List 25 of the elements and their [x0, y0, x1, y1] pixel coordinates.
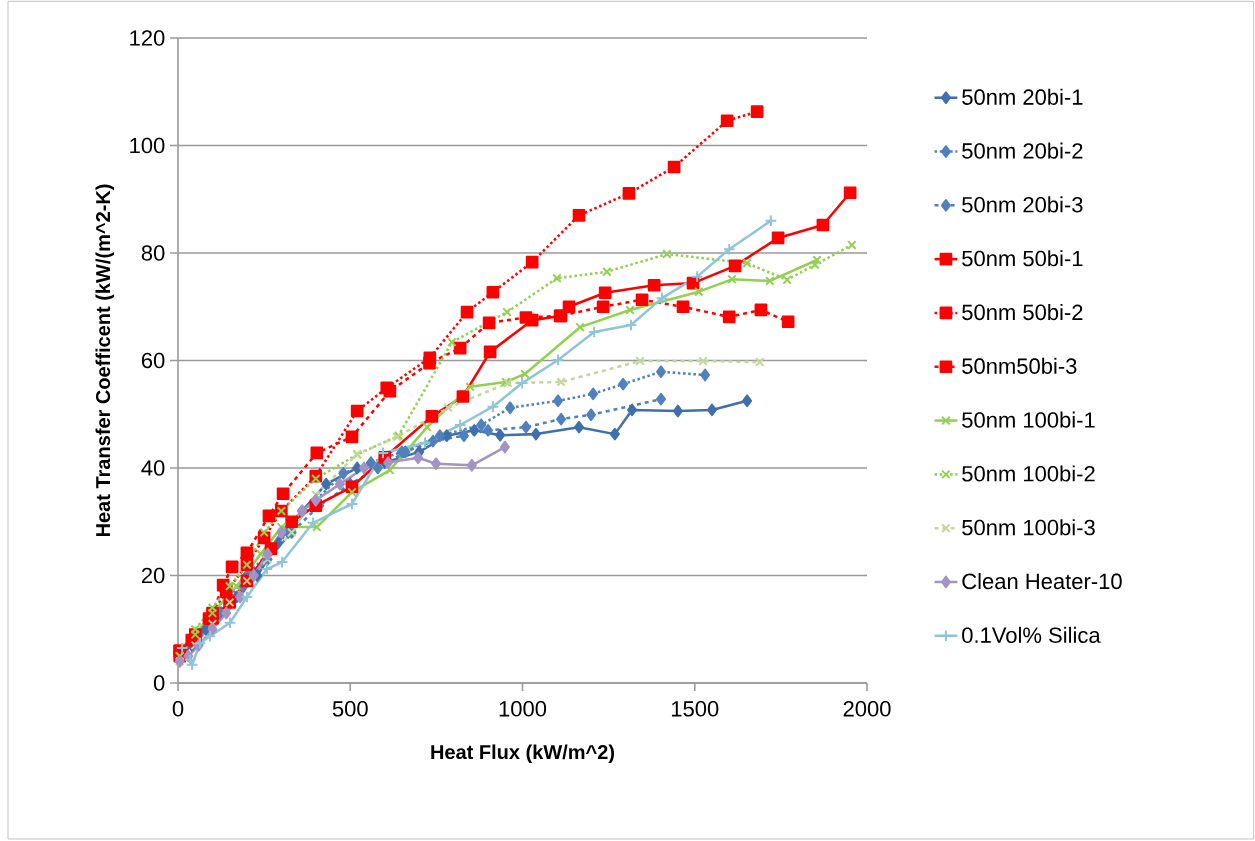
legend-label: 50nm50bi-3 — [962, 357, 1077, 374]
legend-label: 50nm 20bi-2 — [962, 142, 1083, 159]
y-tick-label: 120 — [130, 30, 165, 46]
x-axis-title: Heat Flux (kW/m^2) — [431, 744, 615, 764]
y-tick-label: 60 — [141, 352, 165, 369]
y-tick-label: 0 — [153, 675, 165, 691]
legend-label: 50nm 50bi-1 — [962, 250, 1083, 267]
x-tick-label: 1000 — [499, 701, 547, 717]
legend-label: Clean Heater-10 — [962, 573, 1122, 590]
y-tick-label: 80 — [141, 245, 165, 261]
x-tick-label: 500 — [332, 701, 368, 717]
legend-label: 50nm 100bi-1 — [962, 411, 1095, 428]
legend-label: 50nm 50bi-2 — [962, 303, 1083, 321]
legend-label: 50nm 100bi-2 — [962, 465, 1095, 482]
legend-label: 50nm 100bi-3 — [962, 519, 1095, 536]
legend-label: 50nm 20bi-1 — [962, 88, 1083, 105]
y-tick-label: 40 — [141, 460, 165, 476]
y-tick-label: 20 — [141, 567, 165, 584]
x-tick-label: 1500 — [671, 701, 719, 717]
y-tick-label: 100 — [130, 137, 165, 154]
legend-label: 50nm 20bi-3 — [962, 196, 1083, 213]
legend-label: 0.1Vol% Silica — [962, 626, 1101, 643]
x-tick-label: 0 — [172, 701, 184, 717]
x-tick-label: 2000 — [843, 701, 891, 717]
y-axis-title: Heat Transfer Coefficent (kW/(m^2-K) — [95, 184, 115, 537]
